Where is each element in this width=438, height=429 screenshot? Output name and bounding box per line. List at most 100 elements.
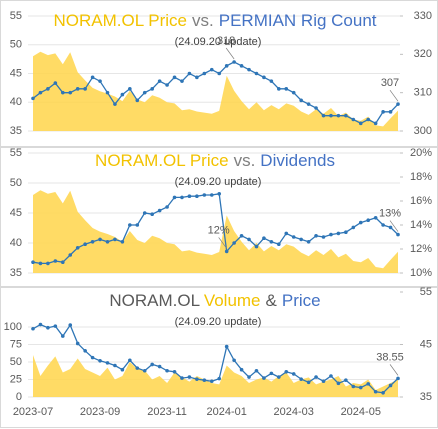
- marker: [224, 249, 229, 254]
- y2-tick-label: 55: [420, 286, 432, 298]
- y-tick-label: 50: [10, 39, 22, 51]
- marker: [247, 237, 251, 242]
- marker: [336, 381, 341, 386]
- marker: [105, 240, 110, 244]
- marker: [373, 121, 378, 126]
- marker: [180, 79, 184, 83]
- marker: [373, 389, 378, 394]
- marker: [239, 367, 244, 372]
- marker: [366, 382, 371, 386]
- title-part: PERMIAN Rig Count: [219, 11, 377, 30]
- title-part: NORAM.OL Price: [53, 11, 187, 30]
- title-part: vs.: [234, 151, 256, 170]
- marker: [262, 236, 266, 240]
- marker: [165, 368, 169, 373]
- area: [33, 355, 398, 397]
- y2-tick-label: 310: [414, 87, 432, 99]
- marker: [128, 87, 132, 91]
- marker: [90, 240, 95, 244]
- marker: [142, 211, 147, 215]
- marker: [217, 71, 222, 76]
- marker: [336, 113, 341, 118]
- marker: [60, 90, 65, 95]
- marker: [120, 92, 125, 97]
- marker: [172, 75, 177, 80]
- y-tick-label: 0: [16, 391, 22, 403]
- marker: [113, 363, 117, 368]
- marker: [90, 75, 95, 80]
- marker: [75, 246, 80, 250]
- marker: [358, 121, 363, 126]
- marker: [344, 378, 348, 383]
- marker: [329, 232, 333, 237]
- marker: [60, 260, 65, 265]
- marker: [120, 367, 125, 372]
- marker: [247, 67, 251, 72]
- marker: [366, 117, 371, 122]
- marker: [306, 240, 311, 244]
- marker: [46, 87, 50, 91]
- marker: [329, 113, 333, 118]
- label-leader: [218, 237, 227, 249]
- marker: [75, 87, 80, 91]
- marker: [172, 370, 177, 374]
- marker: [277, 87, 281, 91]
- marker: [105, 90, 110, 95]
- marker: [232, 60, 236, 64]
- marker: [180, 376, 184, 380]
- marker: [344, 230, 348, 234]
- marker: [321, 235, 326, 239]
- y2-tick-label: 10%: [410, 267, 432, 279]
- x-tick-label: 2023-07: [13, 406, 53, 418]
- y2-tick-label: 330: [414, 10, 432, 22]
- y2-tick-label: 300: [414, 125, 432, 137]
- title-part: NORAM.OL: [109, 291, 199, 310]
- marker: [396, 376, 400, 381]
- x-tick-label: 2023-09: [80, 406, 120, 418]
- marker: [209, 379, 214, 384]
- marker: [209, 67, 214, 72]
- marker: [329, 374, 333, 378]
- y2-tick-label: 12%: [410, 243, 432, 255]
- marker: [187, 71, 192, 76]
- marker: [187, 194, 192, 198]
- marker: [128, 358, 132, 363]
- data-label: 318: [217, 35, 235, 47]
- marker: [306, 102, 311, 106]
- marker: [232, 241, 236, 245]
- label-leader: [389, 364, 399, 376]
- panel: [0, 287, 438, 428]
- marker: [157, 364, 162, 369]
- marker: [262, 376, 266, 380]
- marker: [373, 216, 378, 220]
- marker: [321, 379, 326, 384]
- marker: [46, 325, 50, 330]
- marker: [202, 71, 207, 76]
- marker: [291, 372, 296, 376]
- marker: [254, 368, 259, 373]
- marker: [239, 64, 244, 68]
- y2-tick-label: 45: [420, 338, 432, 350]
- marker: [187, 375, 192, 379]
- y2-tick-label: 14%: [410, 219, 432, 231]
- y-tick-label: 50: [10, 356, 22, 368]
- marker: [150, 87, 154, 91]
- marker: [396, 102, 400, 106]
- marker: [262, 75, 266, 80]
- marker: [396, 232, 400, 237]
- marker: [75, 341, 80, 346]
- marker: [172, 195, 177, 200]
- marker: [120, 240, 125, 244]
- y-tick-label: 40: [10, 237, 22, 249]
- marker: [68, 253, 73, 257]
- marker: [31, 96, 35, 101]
- marker: [291, 90, 296, 95]
- marker: [381, 110, 385, 114]
- marker: [142, 368, 147, 373]
- y-tick-label: 35: [10, 125, 22, 137]
- marker: [165, 83, 169, 87]
- marker: [135, 223, 140, 227]
- marker: [113, 102, 117, 106]
- marker: [128, 223, 132, 227]
